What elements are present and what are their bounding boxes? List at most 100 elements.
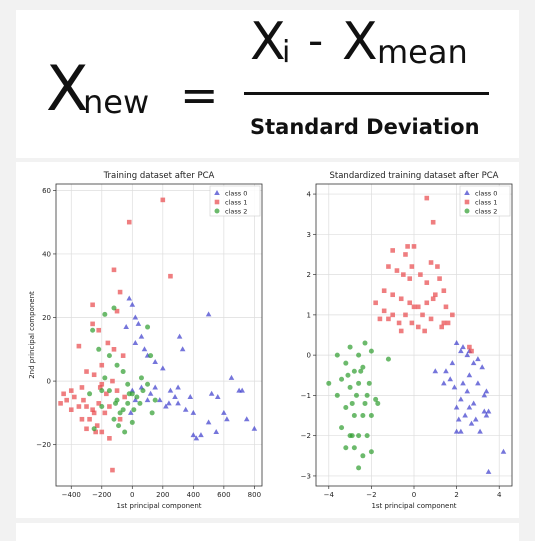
triangle-marker bbox=[175, 400, 181, 406]
chart2-ytick-label: 2 bbox=[307, 271, 311, 279]
square-marker bbox=[405, 244, 410, 249]
circle-marker bbox=[368, 449, 374, 455]
square-marker bbox=[441, 320, 447, 326]
chart2-legend-square-icon bbox=[464, 199, 470, 205]
circle-marker bbox=[368, 348, 374, 354]
chart1-legend-label: class 2 bbox=[225, 207, 247, 215]
square-marker bbox=[94, 423, 100, 428]
circle-marker bbox=[129, 391, 135, 397]
triangle-marker bbox=[132, 339, 139, 345]
square-marker bbox=[58, 401, 63, 406]
circle-marker bbox=[362, 340, 368, 346]
chart2-xtick-label: 0 bbox=[412, 491, 416, 499]
circle-marker bbox=[145, 381, 151, 387]
square-marker bbox=[90, 407, 95, 413]
triangle-marker bbox=[464, 388, 471, 394]
square-marker bbox=[411, 244, 417, 249]
triangle-marker bbox=[477, 428, 483, 434]
square-marker bbox=[411, 304, 417, 310]
square-marker bbox=[441, 288, 447, 294]
chart2-legend-circle-icon bbox=[464, 208, 470, 214]
square-marker bbox=[90, 302, 95, 308]
triangle-marker bbox=[182, 406, 189, 412]
square-marker bbox=[424, 280, 430, 285]
chart1-xtick-label: −200 bbox=[92, 491, 111, 499]
square-marker bbox=[373, 300, 378, 306]
triangle-marker bbox=[483, 412, 490, 418]
triangle-marker bbox=[483, 388, 490, 394]
square-marker bbox=[117, 289, 123, 295]
chart1-xtick-label: 200 bbox=[156, 491, 169, 499]
chart2-legend-label: class 2 bbox=[475, 207, 497, 215]
triangle-marker bbox=[458, 428, 464, 434]
square-marker bbox=[79, 385, 85, 390]
chart2-legend-triangle-icon bbox=[464, 190, 470, 195]
circle-marker bbox=[134, 394, 140, 400]
square-marker bbox=[114, 388, 120, 393]
chart1-legend-triangle-icon bbox=[214, 190, 220, 195]
square-marker bbox=[443, 304, 449, 310]
chart1-xtick-label: 600 bbox=[217, 491, 230, 499]
square-marker bbox=[437, 276, 442, 281]
square-marker bbox=[122, 394, 127, 400]
circle-marker bbox=[362, 400, 368, 406]
square-marker bbox=[390, 312, 395, 318]
circle-marker bbox=[87, 391, 93, 397]
circle-marker bbox=[120, 369, 126, 375]
circle-marker bbox=[120, 407, 126, 413]
square-marker bbox=[469, 348, 474, 354]
square-marker bbox=[386, 316, 391, 322]
triangle-marker bbox=[179, 346, 186, 352]
circle-marker bbox=[114, 362, 120, 368]
triangle-marker bbox=[239, 387, 245, 393]
triangle-marker bbox=[443, 368, 449, 374]
triangle-marker bbox=[221, 409, 227, 415]
square-marker bbox=[68, 407, 74, 413]
triangle-marker bbox=[470, 360, 477, 366]
chart1-legend-label: class 0 bbox=[225, 189, 247, 197]
square-marker bbox=[72, 394, 77, 400]
triangle-marker bbox=[460, 380, 466, 386]
formula-x-i-symbol: X bbox=[250, 12, 286, 72]
chart2-ytick-label: 3 bbox=[307, 231, 311, 239]
square-marker bbox=[467, 344, 472, 350]
formula-x-mean-subscript: mean bbox=[377, 33, 468, 71]
circle-marker bbox=[375, 400, 381, 406]
square-marker bbox=[79, 416, 85, 422]
square-marker bbox=[418, 272, 423, 277]
triangle-marker bbox=[447, 376, 454, 382]
square-marker bbox=[111, 267, 117, 273]
square-marker bbox=[90, 321, 95, 327]
square-marker bbox=[415, 304, 421, 310]
triangle-marker bbox=[228, 374, 235, 380]
circle-marker bbox=[356, 352, 362, 358]
circle-marker bbox=[358, 368, 364, 374]
circle-marker bbox=[111, 305, 117, 311]
circle-marker bbox=[129, 419, 135, 425]
circle-marker bbox=[351, 368, 357, 374]
triangle-marker bbox=[485, 408, 492, 414]
chart1-legend-label: class 1 bbox=[225, 198, 247, 206]
circle-marker bbox=[102, 375, 108, 381]
circle-marker bbox=[334, 392, 340, 398]
circle-marker bbox=[349, 433, 355, 439]
chart2-legend-label: class 0 bbox=[475, 189, 497, 197]
circle-marker bbox=[368, 413, 374, 419]
chart1-xtick-label: 400 bbox=[187, 491, 200, 499]
chart1-ytick-label: 40 bbox=[42, 250, 51, 258]
square-marker bbox=[107, 436, 112, 441]
square-marker bbox=[409, 320, 415, 326]
triangle-marker bbox=[147, 390, 154, 396]
square-marker bbox=[381, 288, 387, 294]
circle-marker bbox=[113, 400, 119, 406]
triangle-marker bbox=[205, 419, 212, 425]
square-marker bbox=[390, 292, 395, 298]
charts-svg: −400 −200 0 200 400 600 800−200204060Training … bbox=[28, 171, 513, 510]
triangle-marker bbox=[441, 380, 447, 386]
chart2-ytick-label: −1 bbox=[301, 392, 311, 400]
circle-marker bbox=[326, 380, 332, 386]
square-marker bbox=[430, 219, 436, 225]
triangle-marker bbox=[127, 409, 134, 415]
square-marker bbox=[394, 268, 400, 273]
triangle-marker bbox=[213, 428, 220, 434]
